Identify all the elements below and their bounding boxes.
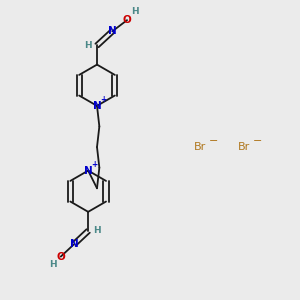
Text: H: H: [93, 226, 101, 236]
Text: −: −: [253, 136, 262, 146]
Text: H: H: [84, 41, 92, 50]
Text: −: −: [209, 136, 218, 146]
Text: O: O: [56, 252, 65, 262]
Text: +: +: [100, 95, 106, 104]
Text: N: N: [84, 166, 92, 176]
Text: N: N: [93, 101, 101, 111]
Text: +: +: [91, 160, 97, 169]
Text: Br: Br: [194, 142, 206, 152]
Text: H: H: [131, 7, 139, 16]
Text: N: N: [70, 239, 78, 249]
Text: O: O: [123, 15, 131, 25]
Text: H: H: [49, 260, 56, 269]
Text: Br: Br: [238, 142, 250, 152]
Text: N: N: [108, 26, 117, 36]
